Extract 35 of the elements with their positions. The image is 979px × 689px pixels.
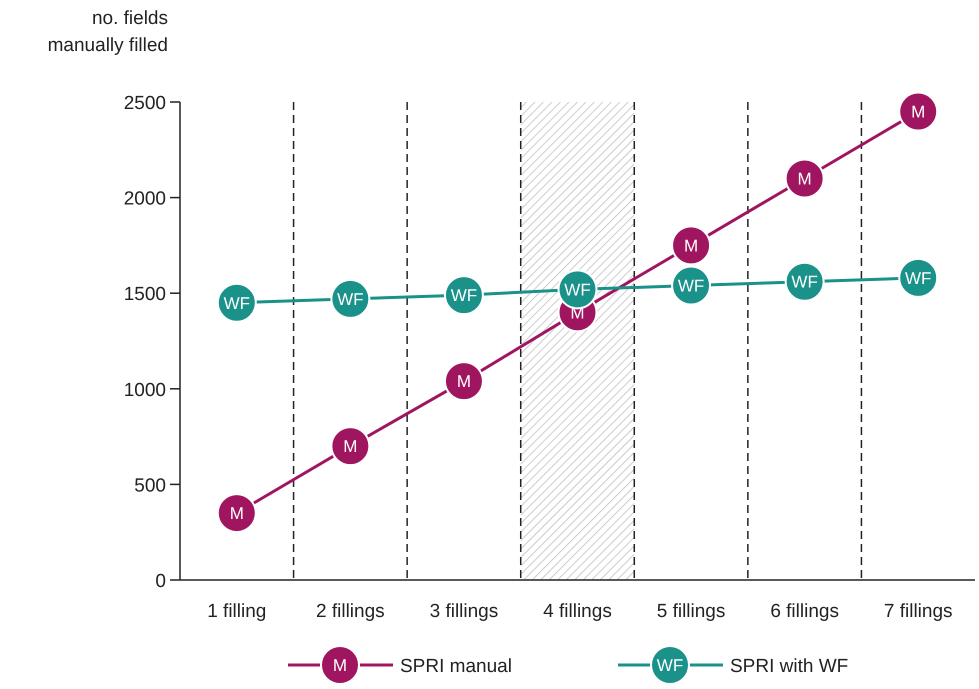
- text: WF: [656, 656, 684, 675]
- y-tick-label: 500: [134, 475, 166, 496]
- annotation: M: [911, 102, 926, 122]
- annotation: WF: [337, 290, 364, 309]
- x-tick-label: 5 fillings: [656, 601, 726, 622]
- annotation: WF: [904, 268, 932, 288]
- legend-label: SPRI manual: [400, 656, 512, 677]
- point: [671, 225, 712, 266]
- x-tick-label: 7 fillings: [884, 601, 953, 622]
- x-tick-label: 2 fillings: [316, 601, 385, 622]
- point: [330, 426, 370, 466]
- text: M: [332, 656, 348, 675]
- annotation: M: [684, 236, 698, 256]
- y-tick-label: 1500: [124, 284, 166, 306]
- y-tick-label: 0: [155, 571, 166, 592]
- x-tick-label: 1 filling: [207, 601, 266, 622]
- annotation: WF: [450, 286, 478, 306]
- annotation: WF: [564, 280, 591, 300]
- x-tick-label: 6 fillings: [770, 601, 839, 622]
- annotation: M: [343, 437, 358, 456]
- annotation: WF: [791, 272, 818, 292]
- annotation: M: [230, 504, 244, 524]
- legend-label: SPRI with WF: [730, 656, 848, 677]
- y-tick-label: 2000: [124, 188, 166, 210]
- point: [216, 493, 257, 534]
- y-tick-label: 1000: [124, 380, 166, 401]
- y-axis-title: no. fields manually filled: [48, 8, 168, 56]
- x-tick-label: 3 fillings: [430, 601, 498, 622]
- point: [444, 361, 484, 402]
- annotation: WF: [224, 294, 250, 313]
- annotation: M: [456, 372, 472, 392]
- annotation: WF: [678, 276, 704, 296]
- x-tick-label: 4 fillings: [543, 601, 612, 622]
- y-tick-label: 2500: [124, 93, 166, 114]
- annotation: M: [798, 169, 812, 188]
